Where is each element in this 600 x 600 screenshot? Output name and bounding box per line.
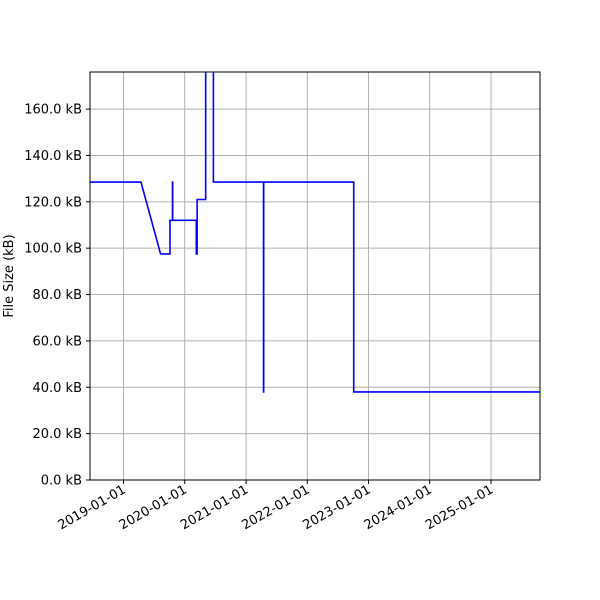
y-axis-title: File Size (kB) (2, 234, 17, 317)
y-tick-label: 80.0 kB (32, 288, 82, 303)
y-tick-label: 60.0 kB (32, 334, 82, 349)
x-tick-label: 2025-01-01 (423, 482, 496, 533)
plot-frame (89, 71, 541, 481)
y-tick-label: 140.0 kB (24, 149, 82, 164)
x-tick-label: 2024-01-01 (362, 482, 435, 533)
series-line-0 (90, 72, 540, 393)
y-tick-label: 100.0 kB (24, 242, 82, 257)
x-tick-label: 2021-01-01 (178, 482, 251, 533)
y-tick-label: 160.0 kB (24, 103, 82, 118)
x-tick-label: 2023-01-01 (301, 482, 374, 533)
y-tick-label: 0.0 kB (41, 474, 82, 489)
data-layer (90, 72, 540, 393)
x-tick-label: 2022-01-01 (239, 482, 312, 533)
x-tick-label: 2019-01-01 (56, 482, 129, 533)
x-tick-label: 2020-01-01 (117, 482, 190, 533)
grid (90, 72, 540, 481)
y-axis: 0.0 kB 20.0 kB 40.0 kB 60.0 kB 80.0 kB 100.0 … (24, 103, 90, 489)
y-tick-label: 40.0 kB (32, 381, 82, 396)
x-axis: 2019-01-012020-01-012021-01-012022-01-01… (56, 480, 496, 533)
y-tick-label: 120.0 kB (24, 195, 82, 210)
y-tick-label: 20.0 kB (32, 427, 82, 442)
